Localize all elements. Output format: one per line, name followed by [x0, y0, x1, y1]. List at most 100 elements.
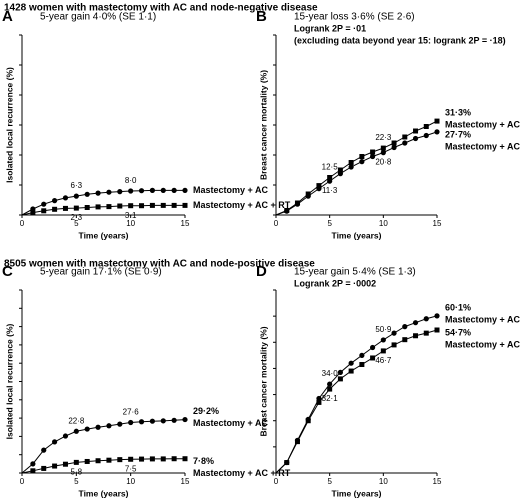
marker [327, 386, 333, 392]
y-axis-label: Isolated local recurrence (%) [4, 67, 14, 183]
marker [30, 461, 36, 467]
marker [337, 369, 343, 375]
series-label: Mastectomy + AC + RT [445, 119, 520, 129]
marker [84, 426, 90, 432]
marker [73, 428, 79, 434]
x-tick-label: 0 [20, 477, 25, 486]
x-tick-label: 0 [20, 219, 25, 228]
series-label: Mastectomy + AC [193, 418, 268, 428]
series-line [275, 120, 438, 216]
marker [128, 203, 134, 209]
annotation: 5-year gain 17·1% (SE 0·9) [40, 267, 162, 278]
marker [370, 153, 376, 160]
marker [62, 461, 68, 467]
marker [402, 134, 408, 140]
data-label: 22·8 [68, 416, 85, 425]
series-line [21, 419, 186, 474]
marker [95, 458, 101, 464]
annotation: 15-year loss 3·6% (SE 2·6) [294, 12, 415, 23]
annotation: Logrank 2P = ·0002 [294, 278, 376, 288]
data-label: 3·1 [125, 211, 137, 220]
marker [402, 140, 408, 146]
x-tick-label: 15 [433, 219, 442, 228]
marker [423, 124, 429, 129]
marker [348, 368, 354, 374]
marker [171, 417, 177, 423]
data-label: 34·0 [322, 369, 339, 378]
y-axis-label: Breast cancer mortality (%) [258, 326, 268, 436]
annotation: (excluding data beyond year 15: logrank … [294, 35, 506, 45]
marker [117, 189, 123, 195]
x-tick-label: 5 [327, 477, 332, 486]
marker [337, 171, 343, 177]
x-tick-label: 5 [74, 477, 79, 486]
marker [434, 118, 440, 124]
marker [359, 362, 365, 368]
marker [30, 468, 36, 474]
marker [95, 190, 101, 196]
data-label: 22·3 [375, 133, 392, 142]
x-tick-label: 0 [274, 219, 279, 228]
marker [117, 457, 123, 463]
marker [348, 360, 354, 366]
marker [402, 337, 408, 343]
marker [380, 145, 386, 151]
marker [52, 439, 58, 445]
marker [62, 433, 69, 439]
series-line [275, 329, 438, 474]
marker [316, 183, 322, 189]
x-tick-label: 10 [126, 219, 135, 228]
marker [128, 188, 134, 194]
marker [391, 144, 397, 151]
panel-letter: C [2, 263, 13, 280]
marker [423, 330, 429, 336]
section-heading: 8505 women with mastectomy with AC and n… [4, 259, 315, 270]
panel-letter: B [256, 8, 267, 25]
marker [294, 201, 301, 207]
x-axis-label: Time (years) [332, 230, 382, 240]
marker [117, 421, 123, 427]
y-axis-label: Isolated local recurrence (%) [4, 323, 14, 439]
marker [305, 193, 311, 199]
marker [402, 324, 408, 330]
series-line [275, 315, 438, 474]
section-heading: 1428 women with mastectomy with AC and n… [4, 3, 318, 14]
marker [160, 418, 166, 424]
marker [327, 381, 333, 387]
marker [359, 159, 365, 165]
marker [106, 204, 112, 210]
marker [182, 416, 188, 423]
marker [84, 458, 90, 464]
series-line [21, 189, 185, 216]
data-label: 7·5 [125, 464, 137, 473]
series-label: Mastectomy + AC [193, 185, 268, 195]
data-label: 29·2% [193, 406, 219, 416]
data-label: 11·3 [322, 186, 338, 195]
data-label: 32·1 [322, 394, 339, 403]
series-label: Mastectomy + AC [445, 141, 520, 151]
marker [139, 203, 145, 209]
x-tick-label: 10 [126, 477, 135, 486]
marker [316, 399, 322, 405]
marker [423, 132, 429, 139]
marker [337, 376, 343, 382]
data-label: 50·9 [375, 325, 392, 334]
marker [423, 316, 429, 322]
series-label: Mastectomy + AC + RT [445, 339, 520, 349]
marker [149, 187, 155, 193]
marker [171, 187, 177, 193]
marker [284, 460, 290, 466]
series-line [21, 204, 185, 216]
series-line [275, 131, 438, 216]
marker [149, 202, 155, 208]
data-label: 6·3 [71, 181, 83, 190]
marker [160, 202, 166, 208]
marker [84, 205, 90, 210]
marker [370, 149, 376, 155]
marker [171, 202, 177, 208]
marker [412, 135, 419, 142]
x-tick-label: 5 [74, 219, 79, 228]
x-axis-label: Time (years) [79, 488, 129, 498]
marker [73, 205, 79, 211]
